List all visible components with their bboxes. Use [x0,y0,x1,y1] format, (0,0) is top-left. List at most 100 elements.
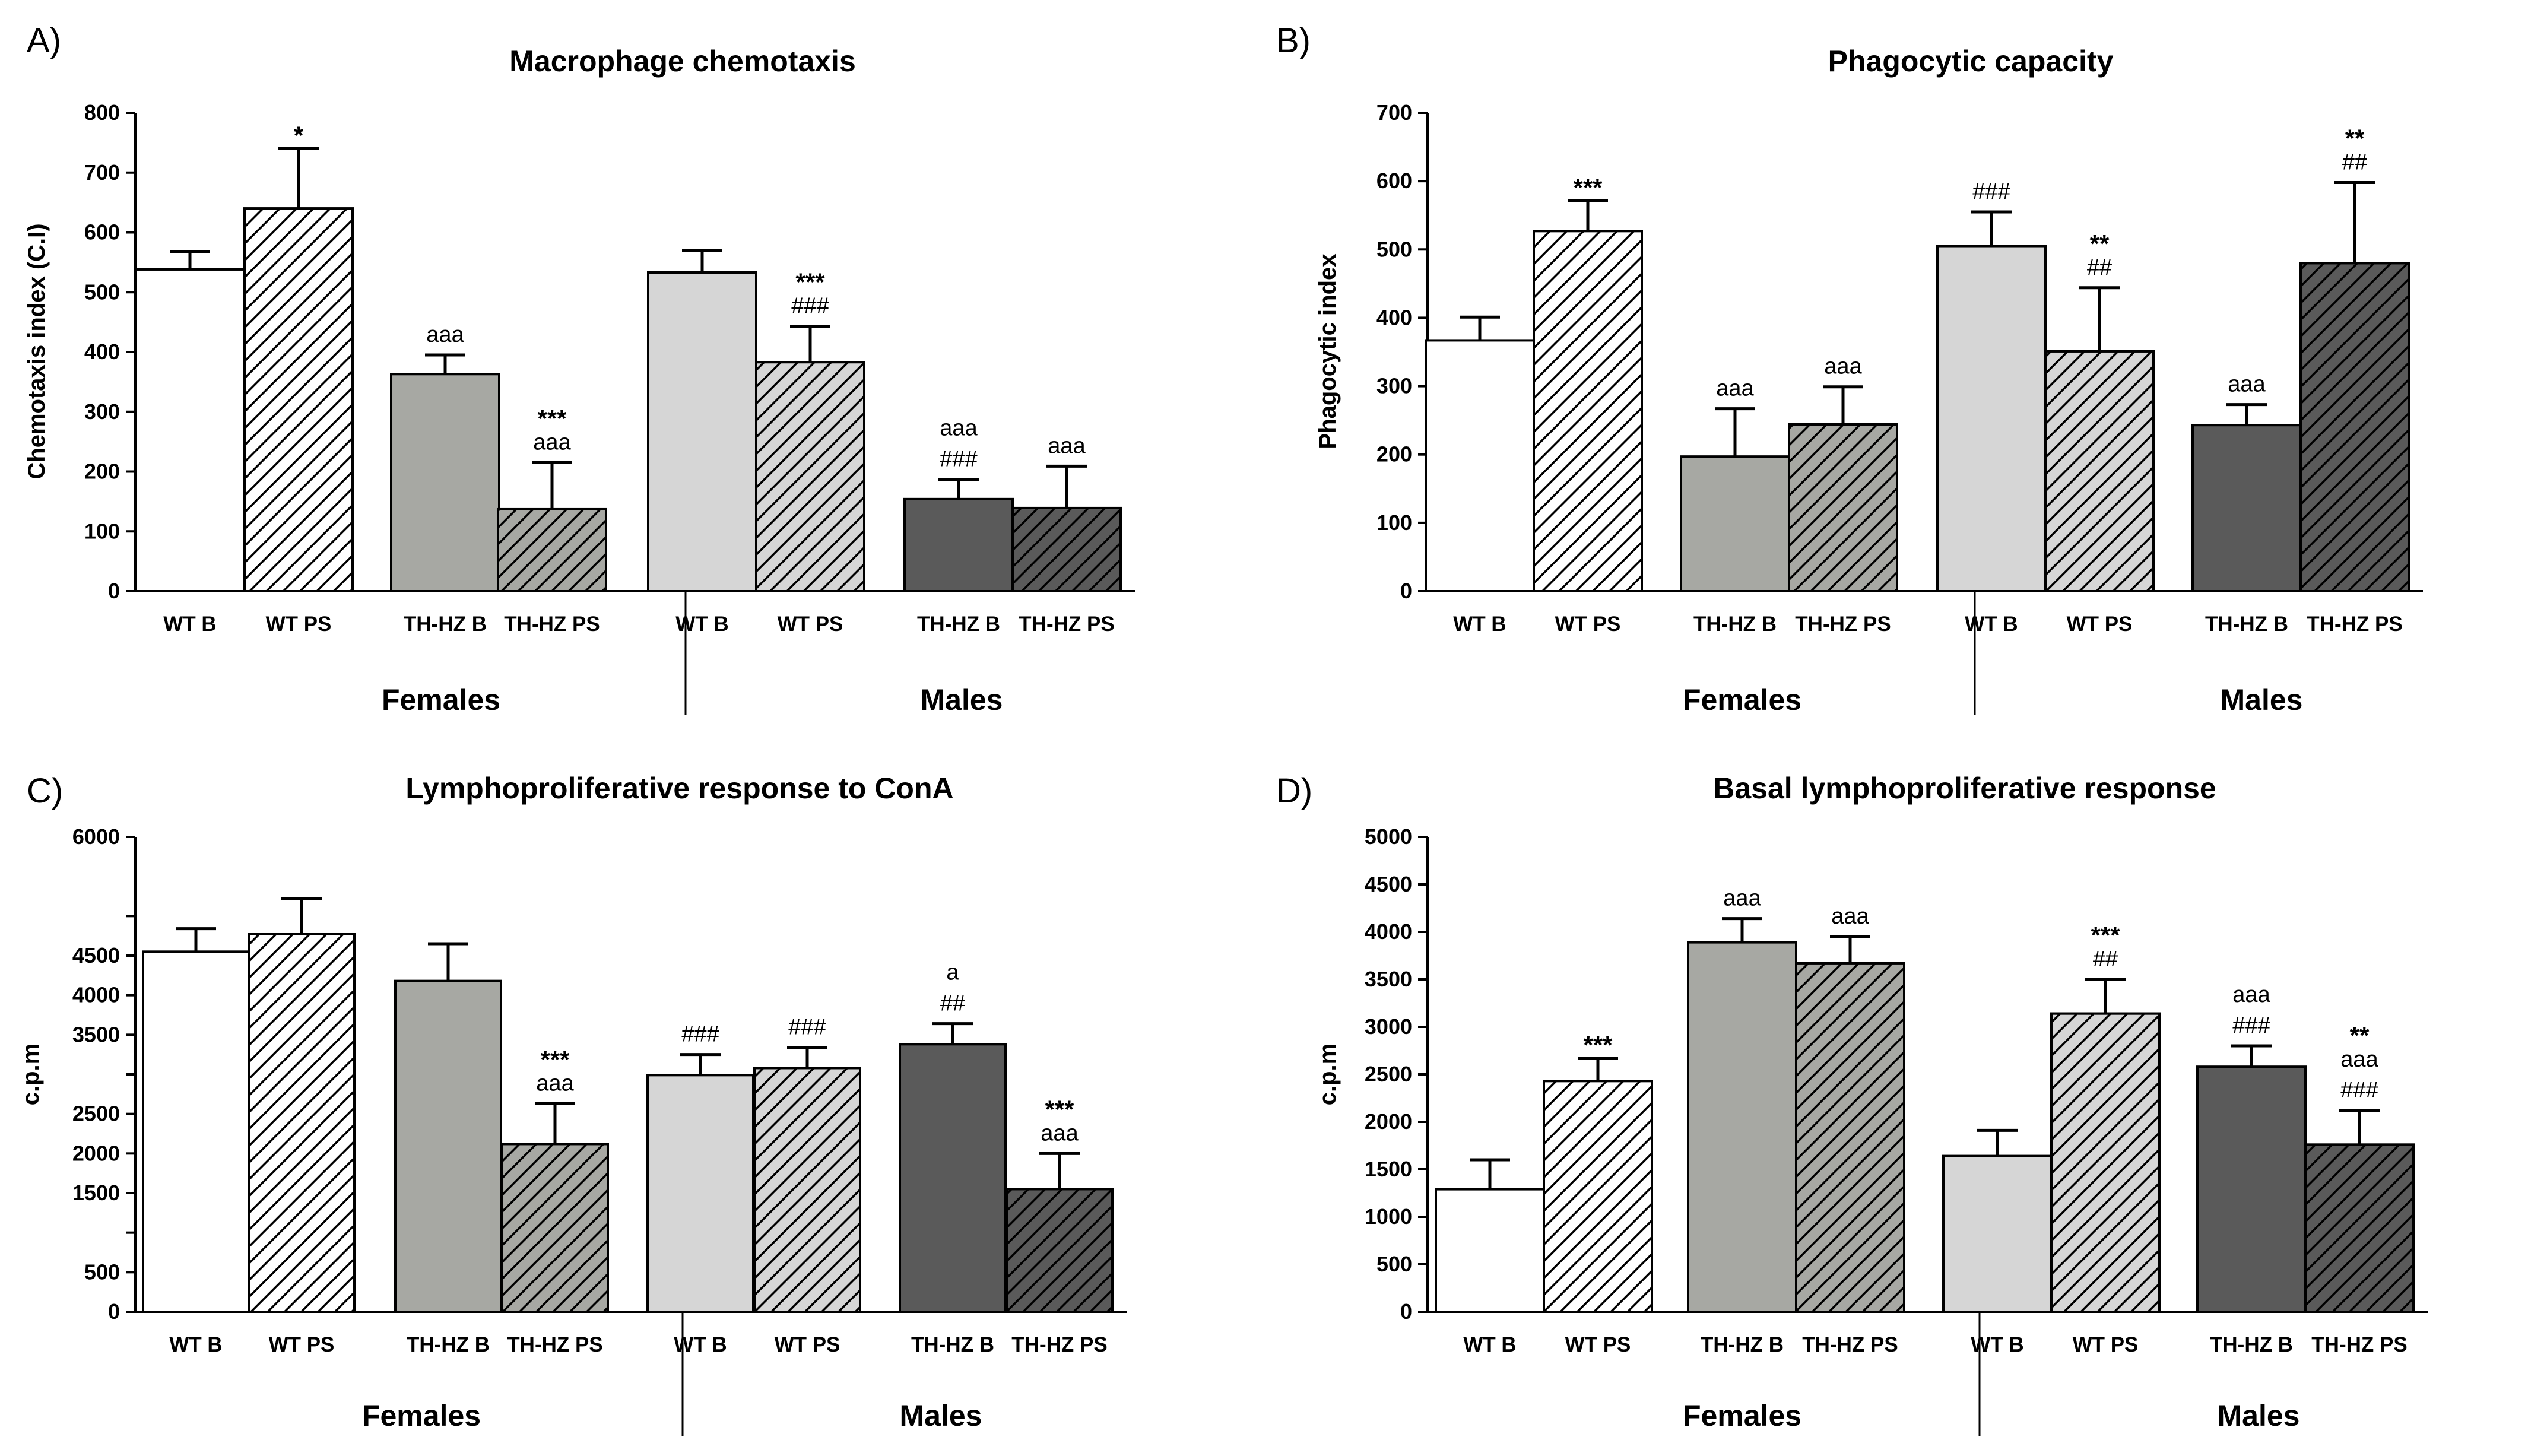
x-tick-label: TH-HZ B [404,613,487,636]
x-tick-label: TH-HZ B [911,1333,994,1356]
y-tick-label: 200 [1376,442,1412,467]
significance-label: a [946,960,959,985]
x-tick-label: WT PS [1565,1333,1631,1356]
group-label-females: Females [382,683,500,716]
y-tick-label: 200 [84,459,120,484]
bar-hatch [2050,1012,2161,1313]
bar-hatch [1543,1080,1653,1313]
significance-label: *** [1045,1095,1074,1123]
y-tick-label: 100 [84,519,120,543]
x-tick-label: TH-HZ B [2210,1333,2293,1356]
significance-label: ## [2087,255,2112,280]
chart-title: Basal lymphoproliferative response [1713,772,2216,805]
bar [1936,245,2047,592]
panel-letter: D) [1276,772,1312,810]
y-tick-label: 0 [108,1299,120,1324]
x-tick-label: WT B [163,613,216,636]
bar [135,268,245,592]
x-tick-label: TH-HZ B [407,1333,490,1356]
y-tick-label: 2500 [72,1102,120,1126]
y-tick-label: 4500 [1365,872,1412,896]
significance-label: aaa [533,430,571,455]
bar-hatch [501,1143,609,1314]
bar [1425,339,1535,592]
significance-label: *** [1583,1031,1613,1059]
x-tick-label: TH-HZ PS [1019,613,1114,636]
significance-label: aaa [1831,904,1869,929]
significance-label: *** [795,268,825,296]
panel-letter: C) [27,772,63,810]
significance-label: ** [2090,230,2110,258]
bar [899,1043,1007,1314]
significance-label: aaa [536,1071,574,1096]
group-label-females: Females [1683,683,1801,716]
y-tick-label: 3000 [1365,1014,1412,1039]
y-tick-label: 2000 [72,1141,120,1165]
group-label-males: Males [921,683,1003,716]
y-tick-label: 1500 [72,1181,120,1205]
x-tick-label: WT B [675,613,728,636]
bar-hatch [1795,962,1905,1314]
y-tick-label: 2500 [1365,1062,1412,1086]
significance-label: aaa [940,416,978,441]
y-tick-label: 400 [1376,305,1412,329]
bar-hatch [497,507,607,592]
bar-hatch [1533,230,1643,592]
y-tick-label: 500 [84,280,120,304]
significance-label: ### [940,447,977,472]
significance-label: ### [2232,1013,2270,1038]
bar [646,1074,754,1314]
significance-label: aaa [1824,354,1862,379]
bar [2191,424,2302,593]
significance-label: aaa [1723,886,1761,911]
y-tick-label: 0 [1400,579,1412,603]
bar [1687,941,1797,1313]
bar [903,497,1014,592]
y-tick-label: 1500 [1365,1157,1412,1181]
y-tick-label: 500 [1376,1252,1412,1276]
significance-label: *** [540,1045,570,1073]
y-tick-label: 400 [84,340,120,364]
panel-letter: A) [27,21,61,60]
x-tick-label: WT B [1965,613,2018,636]
y-tick-label: 4000 [1365,919,1412,944]
significance-label: ### [2340,1078,2378,1103]
y-tick-label: 500 [1376,237,1412,261]
x-tick-label: TH-HZ PS [1011,1333,1107,1356]
bar [1435,1188,1545,1313]
y-tick-label: 600 [1376,169,1412,193]
significance-label: ** [2350,1022,2370,1049]
significance-label: * [294,121,304,149]
y-tick-label: 0 [1400,1299,1412,1324]
significance-label: aaa [2340,1047,2378,1072]
significance-label: ## [2093,947,2118,972]
bar-hatch [2299,262,2410,593]
bar-hatch [755,361,865,592]
x-tick-label: WT PS [266,613,332,636]
x-tick-label: TH-HZ B [1693,613,1777,636]
x-tick-label: WT B [1971,1333,2023,1356]
bar-hatch [243,207,354,592]
y-tick-label: 300 [1376,374,1412,398]
group-label-males: Males [900,1399,982,1432]
x-tick-label: TH-HZ PS [507,1333,602,1356]
bar-hatch [248,933,356,1313]
y-tick-label: 600 [84,220,120,245]
x-tick-label: TH-HZ PS [1795,613,1891,636]
y-tick-label: 300 [84,399,120,424]
panel-b: B) Phagocytic capacity Phagocytic index … [1276,21,2423,716]
x-tick-label: WT PS [2073,1333,2139,1356]
significance-label: aaa [1041,1121,1079,1146]
significance-label: ** [2345,124,2365,152]
bar [142,950,250,1314]
y-tick-label: 500 [84,1260,120,1284]
bar [1942,1154,2053,1313]
significance-label: ## [2342,150,2367,175]
y-axis-label: Chemotaxis index (C.I) [24,223,50,479]
x-tick-label: WT B [169,1333,222,1356]
y-tick-label: 3500 [1365,967,1412,991]
significance-label: ## [940,991,965,1016]
x-tick-label: WT PS [775,1333,840,1356]
panel-letter: B) [1276,21,1311,60]
